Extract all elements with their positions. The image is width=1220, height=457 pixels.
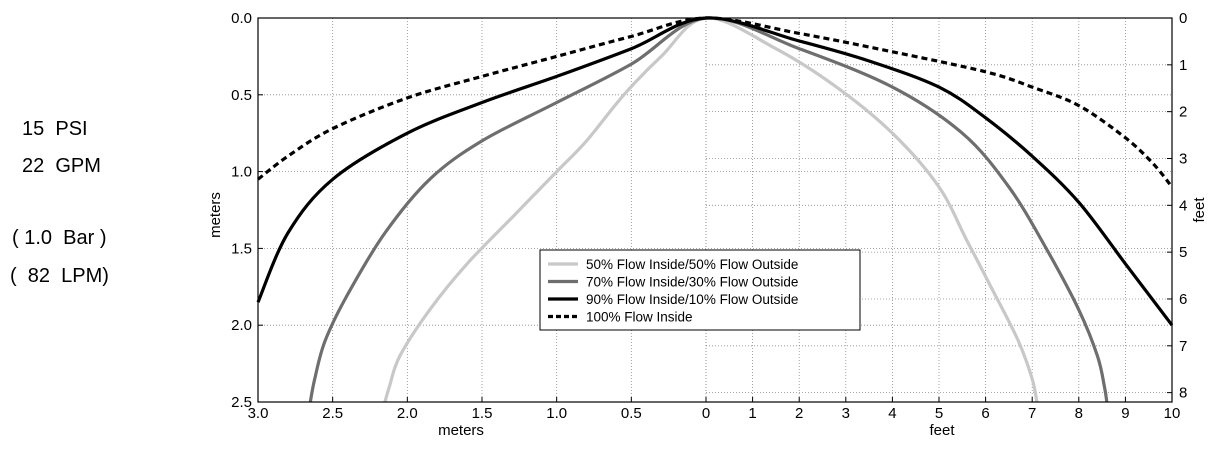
plot-area: [258, 18, 1172, 402]
pressure-bar-label: ( 1.0 Bar ): [12, 227, 107, 249]
legend-label-3: 90% Flow Inside/10% Flow Outside: [586, 292, 798, 307]
y-axis-label-left: meters: [207, 192, 224, 238]
x-tick-label-left: 1.0: [546, 405, 567, 422]
flow-gpm-label: 22 GPM: [22, 155, 101, 177]
x-tick-label-right: 2: [795, 405, 803, 422]
y-tick-label-right: 8: [1179, 385, 1187, 402]
x-tick-label-right: 4: [888, 405, 896, 422]
x-tick-label-left: 2.5: [322, 405, 343, 422]
y-tick-label-left: 0.0: [231, 10, 252, 27]
y-tick-label-right: 6: [1179, 291, 1187, 308]
x-tick-label-left: 2.0: [397, 405, 418, 422]
series-line-1: [383, 16, 1039, 403]
x-axis-label-right: feet: [929, 422, 955, 439]
x-tick-label-right: 10: [1164, 405, 1181, 422]
x-tick-label-left: 3.0: [248, 405, 269, 422]
y-tick-label-left: 2.5: [231, 394, 252, 411]
x-tick-label-right: 1: [748, 405, 756, 422]
x-tick-label-left: 1.5: [472, 405, 493, 422]
x-tick-label-right: 9: [1121, 405, 1129, 422]
y-tick-label-left: 1.5: [231, 240, 252, 257]
y-tick-label-left: 1.0: [231, 164, 252, 181]
y-tick-label-right: 7: [1179, 338, 1187, 355]
legend-label-1: 50% Flow Inside/50% Flow Outside: [586, 257, 798, 272]
y-tick-label-right: 4: [1179, 197, 1187, 214]
x-tick-label-right: 6: [981, 405, 989, 422]
y-tick-label-right: 2: [1179, 104, 1187, 121]
pressure-psi-label: 15 PSI: [22, 118, 88, 140]
x-tick-label-right: 3: [842, 405, 850, 422]
y-tick-label-right: 0: [1179, 10, 1187, 27]
flow-lpm-label: ( 82 LPM): [10, 265, 109, 287]
y-axis-label-right: feet: [1191, 197, 1208, 223]
y-tick-label-right: 3: [1179, 150, 1187, 167]
y-tick-label-left: 2.0: [231, 317, 252, 334]
y-tick-label-right: 5: [1179, 244, 1187, 261]
legend-box: [539, 249, 861, 331]
x-tick-label-right: 5: [935, 405, 943, 422]
y-tick-label-left: 0.5: [231, 87, 252, 104]
x-axis-label-left: meters: [438, 422, 484, 439]
x-tick-label-left: 0.5: [621, 405, 642, 422]
plot-frame: [257, 17, 1173, 403]
y-tick-label-right: 1: [1179, 57, 1187, 74]
x-tick-label-right: 8: [1075, 405, 1083, 422]
legend-label-4: 100% Flow Inside: [586, 310, 693, 325]
x-tick-label-right: 7: [1028, 405, 1036, 422]
series-line-3: [256, 16, 1174, 327]
legend-label-2: 70% Flow Inside/30% Flow Outside: [586, 275, 798, 290]
x-tick-label-left: 0: [702, 405, 710, 422]
series-line-4: [257, 16, 1174, 188]
